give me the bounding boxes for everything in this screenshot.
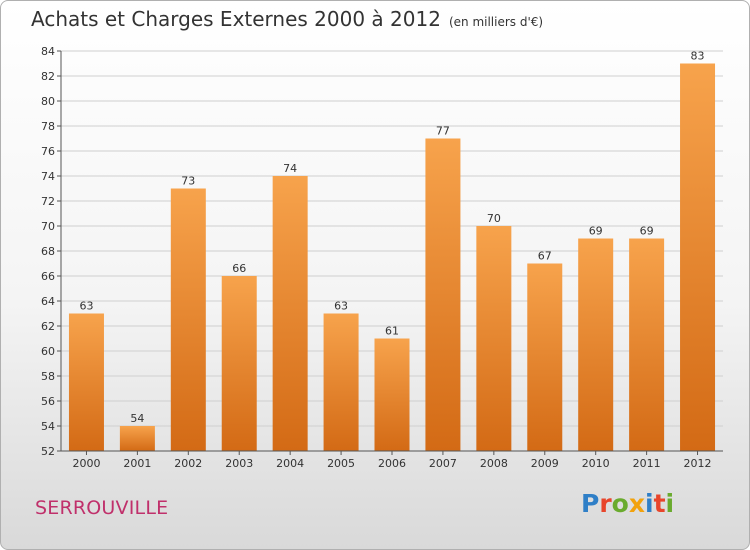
- y-tick-label: 78: [41, 120, 55, 133]
- data-label: 69: [589, 225, 603, 238]
- data-label: 63: [79, 300, 93, 313]
- place-label: SERROUVILLE: [35, 497, 169, 519]
- logo-letter: o: [611, 489, 629, 518]
- bar: [425, 138, 461, 451]
- bar: [221, 276, 257, 451]
- bar: [680, 63, 716, 451]
- data-label: 54: [130, 412, 144, 425]
- title-unit: (en milliers d'€): [448, 15, 544, 29]
- data-label: 69: [640, 225, 654, 238]
- y-tick-label: 84: [41, 45, 55, 58]
- bar: [323, 313, 359, 451]
- y-tick-label: 62: [41, 320, 55, 333]
- data-label: 63: [334, 300, 348, 313]
- logo-letter: r: [599, 489, 612, 518]
- bars: 63 54 73 66 74 63 61 77 70 67 69 69 83: [68, 50, 716, 451]
- data-label: 70: [487, 212, 501, 225]
- x-tick-label: 2000: [72, 457, 100, 470]
- x-tick-label: 2001: [123, 457, 151, 470]
- x-tick-label: 2010: [582, 457, 610, 470]
- x-tick-label: 2003: [225, 457, 253, 470]
- y-tick-label: 80: [41, 95, 55, 108]
- data-label: 74: [283, 162, 297, 175]
- x-tick-label: 2002: [174, 457, 202, 470]
- x-tick-label: 2009: [531, 457, 559, 470]
- logo-letter: i: [665, 489, 675, 518]
- y-tick-label: 76: [41, 145, 55, 158]
- y-tick-label: 72: [41, 195, 55, 208]
- y-tick-label: 64: [41, 295, 55, 308]
- data-label: 66: [232, 262, 246, 275]
- logo-letter: P: [581, 489, 600, 518]
- y-tick-label: 74: [41, 170, 55, 183]
- x-tick-label: 2007: [429, 457, 457, 470]
- y-tick-label: 70: [41, 220, 55, 233]
- x-tick-label: 2004: [276, 457, 304, 470]
- bar: [119, 426, 155, 451]
- y-tick-label: 56: [41, 395, 55, 408]
- proxiti-logo: Proxiti: [581, 489, 674, 518]
- logo-letter: t: [653, 489, 666, 518]
- y-tick-label: 66: [41, 270, 55, 283]
- x-tick-label: 2008: [480, 457, 508, 470]
- x-tick-label: 2012: [684, 457, 712, 470]
- data-label: 73: [181, 175, 195, 188]
- data-label: 77: [436, 125, 450, 138]
- logo-letter: x: [628, 489, 645, 518]
- x-tick-label: 2006: [378, 457, 406, 470]
- x-tick-label: 2005: [327, 457, 355, 470]
- data-label: 67: [538, 250, 552, 263]
- bar: [272, 176, 308, 451]
- axes: 52 54 56 58 60 62 64 66 68 70 72 74 76 78 80 82 84 2000 20…: [41, 45, 723, 470]
- bar: [374, 338, 410, 451]
- y-tick-label: 68: [41, 245, 55, 258]
- logo-letter: i: [645, 489, 654, 518]
- bar: [578, 238, 614, 451]
- y-tick-label: 60: [41, 345, 55, 358]
- data-label: 83: [691, 50, 705, 63]
- chart-title: Achats et Charges Externes 2000 à 2012 (e…: [31, 7, 543, 31]
- y-tick-label: 82: [41, 70, 55, 83]
- y-tick-label: 54: [41, 420, 55, 433]
- bar: [68, 313, 104, 451]
- x-tick-label: 2011: [633, 457, 661, 470]
- title-text: Achats et Charges Externes 2000 à 2012: [31, 7, 441, 31]
- bar: [527, 263, 563, 451]
- y-tick-label: 52: [41, 445, 55, 458]
- bar: [629, 238, 665, 451]
- data-label: 61: [385, 325, 399, 338]
- bar: [476, 226, 512, 451]
- bar: [170, 188, 206, 451]
- y-tick-label: 58: [41, 370, 55, 383]
